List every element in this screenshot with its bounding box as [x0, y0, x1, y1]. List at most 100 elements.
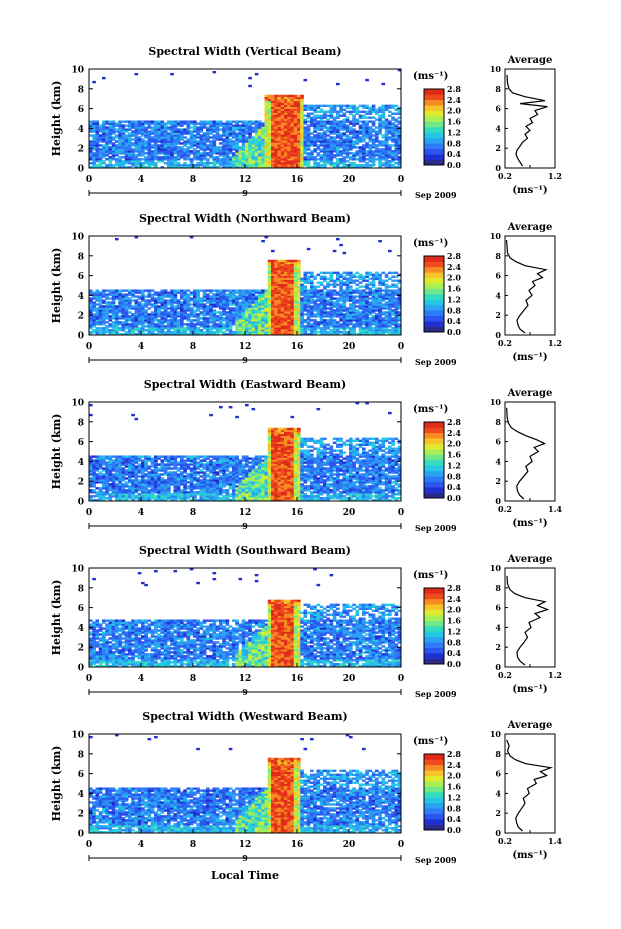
heatmap-cell — [326, 140, 330, 143]
heatmap-cell — [258, 323, 262, 326]
heatmap-cell — [323, 112, 327, 115]
heatmap-cell — [258, 303, 262, 306]
heatmap-cell — [206, 158, 210, 161]
heatmap-cell — [375, 110, 379, 113]
heatmap-cell — [186, 305, 191, 308]
heatmap-cell — [349, 148, 353, 151]
heatmap-cell — [196, 293, 200, 296]
heatmap-cell — [228, 130, 233, 133]
heatmap-cell — [95, 303, 100, 306]
heatmap-cell — [163, 154, 168, 157]
heatmap-cell — [219, 295, 223, 298]
heatmap-cell — [196, 329, 200, 332]
heatmap-cell — [368, 136, 373, 139]
heatmap-cell — [277, 136, 282, 139]
heatmap-cell — [352, 315, 356, 318]
heatmap-cell — [264, 146, 269, 149]
heatmap-cell — [355, 275, 360, 278]
heatmap-cell — [365, 128, 369, 131]
heatmap-cell — [124, 331, 129, 334]
heatmap-cell — [339, 126, 343, 129]
heatmap-cell — [381, 299, 386, 302]
heatmap-cell — [264, 164, 269, 167]
heatmap-cell — [170, 297, 174, 300]
heatmap-cell — [254, 309, 259, 312]
heatmap-cell — [391, 309, 395, 312]
heatmap-cell — [189, 130, 194, 133]
heatmap-cell — [95, 150, 100, 153]
heatmap-cell — [173, 299, 178, 302]
heatmap-cell — [95, 295, 100, 298]
heatmap-cell — [284, 138, 288, 141]
heatmap-cell — [137, 301, 142, 304]
heatmap-cell — [92, 142, 96, 145]
heatmap-cell — [105, 467, 109, 470]
heatmap-cell — [306, 164, 311, 167]
heatmap-cell — [329, 295, 334, 298]
heatmap-cell — [209, 331, 213, 334]
heatmap-cell — [316, 104, 321, 108]
heatmap-cell — [264, 317, 269, 320]
heatmap-cell — [319, 156, 324, 159]
heatmap-cell — [222, 293, 226, 296]
heatmap-cell — [287, 325, 291, 328]
heatmap-cell — [365, 297, 369, 300]
heatmap-cell — [342, 281, 347, 284]
heatmap-cell — [160, 299, 165, 302]
heatmap-cell — [267, 273, 272, 276]
heatmap-cell — [316, 114, 321, 117]
heatmap-cell — [134, 317, 139, 320]
heatmap-cell — [332, 138, 337, 141]
heatmap-cell — [206, 319, 210, 322]
heatmap-cell — [176, 313, 181, 316]
heatmap-cell — [316, 297, 321, 300]
heatmap-cell — [290, 313, 295, 316]
heatmap-cell — [196, 140, 200, 143]
heatmap-cell — [319, 134, 324, 137]
heatmap-cell — [131, 295, 135, 298]
colorbar-frame — [423, 88, 445, 166]
heatmap-cell — [238, 311, 243, 314]
heatmap-cell — [271, 122, 275, 125]
heatmap-cell — [183, 132, 187, 135]
heatmap-cell — [108, 164, 113, 167]
heatmap-cell — [163, 140, 168, 143]
heatmap-cell — [118, 130, 122, 133]
heatmap-cell — [202, 140, 207, 143]
heatmap-cell — [381, 148, 386, 151]
heatmap-cell — [326, 114, 330, 117]
heatmap-cell — [397, 315, 402, 318]
heatmap-cell — [108, 140, 113, 143]
heatmap-cell — [378, 313, 382, 316]
heatmap-cell — [254, 291, 259, 294]
heatmap-cell — [284, 267, 288, 271]
heatmap-cell — [105, 136, 109, 139]
heatmap-cell — [131, 325, 135, 328]
heatmap-cell — [280, 138, 285, 141]
heatmap-cell — [264, 295, 269, 298]
heatmap-cell — [336, 283, 340, 286]
heatmap-cell — [241, 317, 246, 320]
heatmap-cell — [144, 311, 148, 314]
heatmap-cell — [154, 162, 158, 165]
heatmap-cell — [371, 128, 376, 131]
heatmap-cell — [108, 307, 113, 310]
heatmap-cell — [293, 265, 298, 269]
heatmap-cell — [254, 162, 259, 165]
heatmap-cell — [170, 303, 174, 306]
heatmap-cell — [199, 136, 204, 139]
heatmap-cell — [336, 305, 340, 308]
heatmap-cell — [206, 146, 210, 149]
heatmap-cell — [329, 128, 334, 131]
heatmap-cell — [274, 144, 278, 147]
heatmap-cell — [378, 128, 382, 131]
heatmap-cell — [332, 329, 337, 332]
heatmap-cell — [290, 267, 295, 271]
heatmap-cell — [326, 138, 330, 141]
heatmap-cell — [394, 285, 399, 288]
heatmap-cell — [280, 273, 285, 276]
heatmap-cell — [271, 144, 275, 147]
heatmap-cell — [206, 327, 210, 330]
heatmap-cell — [102, 473, 106, 476]
heatmap-cell — [365, 275, 369, 278]
